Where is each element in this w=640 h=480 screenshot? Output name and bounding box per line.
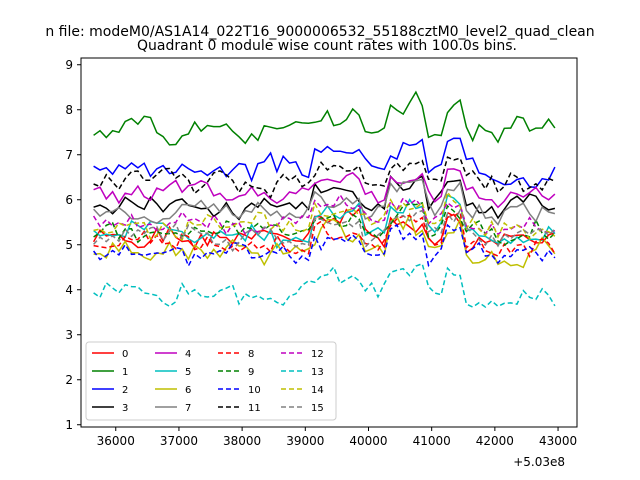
legend-label-10: 10 [248,385,261,396]
series-line-6 [93,212,556,269]
x-tick-label: 37000 [160,434,198,448]
series-line-2 [93,137,556,189]
legend-label-13: 13 [311,367,324,378]
legend-label-11: 11 [248,403,261,414]
series-line-3 [93,174,556,221]
y-tick-label: 6 [65,193,73,207]
legend-label-6: 6 [185,385,191,396]
plot-frame [80,57,578,428]
legend-label-7: 7 [185,403,191,414]
series-line-11 [93,156,556,199]
y-tick-label: 8 [65,103,73,117]
legend-label-15: 15 [311,403,324,414]
y-tick-label: 2 [65,373,73,387]
y-tick-label: 1 [65,418,73,432]
legend-label-3: 3 [122,403,128,414]
y-tick-label: 9 [65,58,73,72]
legend-label-2: 2 [122,385,128,396]
legend-box [85,341,337,421]
series-line-10 [93,223,556,268]
x-tick-label: 41000 [413,434,451,448]
series-line-4 [93,168,556,209]
series-line-7 [93,178,556,226]
y-tick-label: 3 [65,328,73,342]
x-axis: 36000 37000 38000 39000 40000 41000 42000 43000 [97,427,577,448]
x-tick-label: 42000 [476,434,514,448]
legend-label-4: 4 [185,349,191,360]
x-tick-label: 38000 [223,434,261,448]
y-tick-label: 5 [65,238,73,252]
legend-label-8: 8 [248,349,254,360]
series-line-13 [93,262,556,308]
chart-suptitle: n file: modeM0/AS1A14_022T16_9000006532_… [45,24,594,40]
legend-label-14: 14 [311,385,324,396]
series-layer [92,90,556,308]
x-offset-label: +5.03e8 [513,455,565,469]
x-tick-label: 39000 [286,434,324,448]
series-line-9 [93,201,556,246]
y-tick-label: 7 [65,148,73,162]
x-tick-label: 43000 [539,434,577,448]
legend-label-12: 12 [311,349,324,360]
legend-label-5: 5 [185,367,191,378]
x-tick-label: 36000 [97,434,135,448]
y-tick-label: 4 [65,283,73,297]
legend-label-9: 9 [248,367,254,378]
y-axis: 1 2 3 4 5 6 7 8 9 [65,58,81,432]
legend-label-0: 0 [122,349,128,360]
chart-title: Quadrant 0 module wise count rates with … [137,38,517,54]
series-line-15 [93,208,556,253]
legend-label-1: 1 [122,367,128,378]
series-line-1 [93,90,556,146]
x-tick-label: 40000 [349,434,387,448]
